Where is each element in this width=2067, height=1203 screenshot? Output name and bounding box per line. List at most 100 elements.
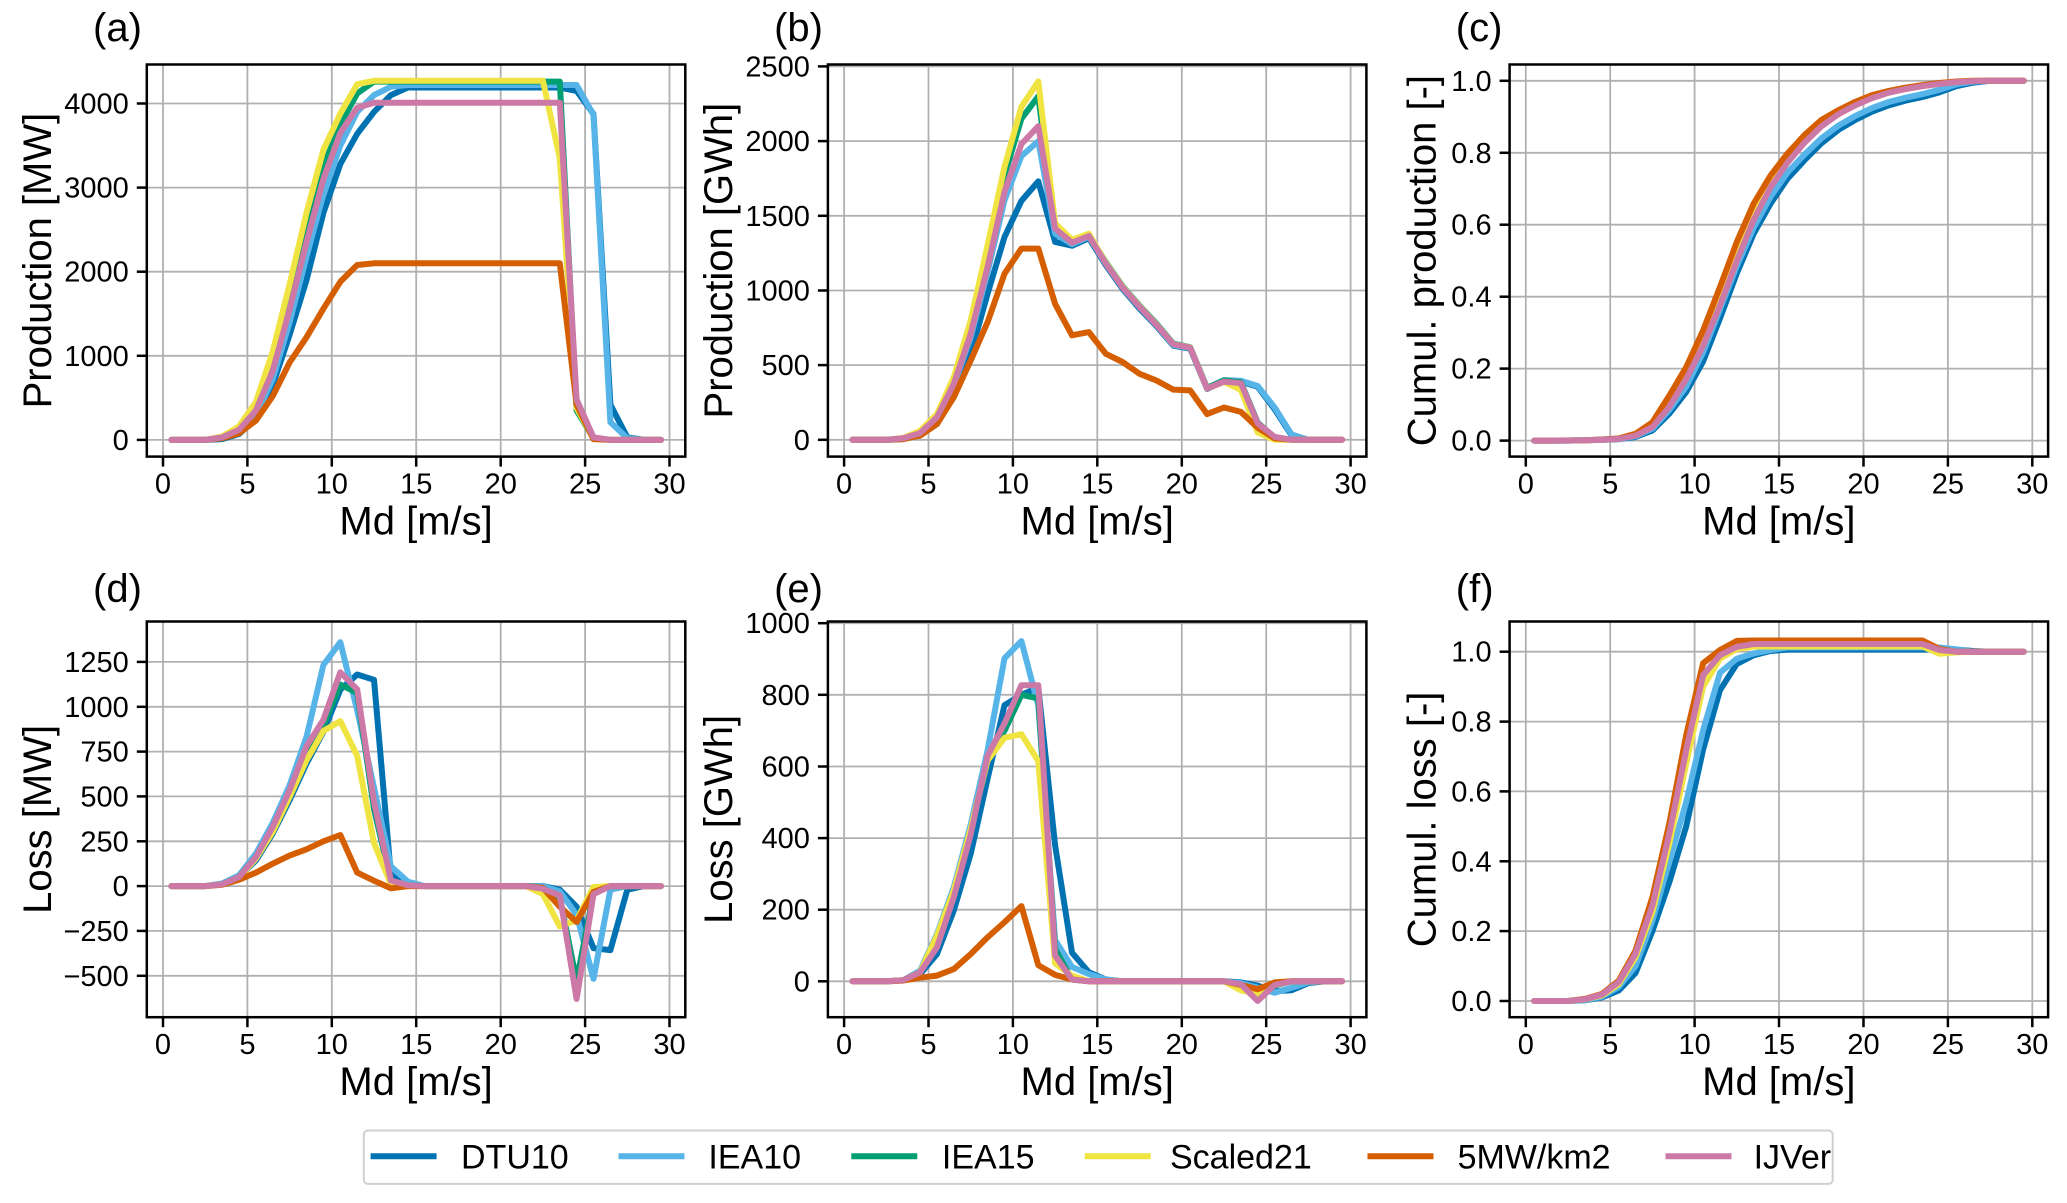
svg-text:15: 15 [1081,469,1113,501]
svg-text:20: 20 [1166,1029,1198,1061]
svg-text:20: 20 [1166,469,1198,501]
svg-text:2000: 2000 [745,126,810,158]
svg-text:3000: 3000 [64,173,129,205]
svg-text:25: 25 [1932,1029,1964,1061]
svg-text:0.2: 0.2 [1451,916,1491,948]
svg-text:15: 15 [400,469,432,501]
svg-text:0.8: 0.8 [1451,707,1491,739]
svg-text:25: 25 [569,1029,601,1061]
svg-text:750: 750 [80,737,128,769]
svg-text:Md [m/s]: Md [m/s] [1702,1060,1855,1104]
svg-text:0.6: 0.6 [1451,776,1491,808]
svg-text:1.0: 1.0 [1451,66,1491,98]
svg-text:2000: 2000 [64,257,129,289]
svg-text:Md [m/s]: Md [m/s] [1021,1060,1174,1104]
svg-text:0: 0 [113,425,129,457]
svg-text:Md [m/s]: Md [m/s] [339,500,492,544]
svg-text:10: 10 [1678,469,1710,501]
svg-text:30: 30 [653,469,685,501]
svg-text:1000: 1000 [64,341,129,373]
svg-text:Md [m/s]: Md [m/s] [339,1060,492,1104]
svg-text:1000: 1000 [745,276,810,308]
svg-text:800: 800 [762,680,810,712]
svg-text:0: 0 [155,1029,171,1061]
svg-text:15: 15 [1763,469,1795,501]
svg-text:1000: 1000 [745,608,810,640]
svg-text:1250: 1250 [64,647,129,679]
svg-text:Md [m/s]: Md [m/s] [1021,500,1174,544]
svg-text:10: 10 [1678,1029,1710,1061]
svg-text:5: 5 [239,469,255,501]
svg-text:−500: −500 [63,961,128,993]
svg-text:0.0: 0.0 [1451,426,1491,458]
svg-text:0: 0 [155,469,171,501]
svg-text:10: 10 [997,1029,1029,1061]
svg-text:IEA15: IEA15 [942,1138,1035,1176]
svg-text:20: 20 [485,469,517,501]
svg-text:5: 5 [239,1029,255,1061]
svg-text:2500: 2500 [745,51,810,83]
svg-text:20: 20 [1847,469,1879,501]
svg-text:500: 500 [762,350,810,382]
svg-text:10: 10 [316,1029,348,1061]
svg-text:5: 5 [1602,469,1618,501]
svg-text:25: 25 [1932,469,1964,501]
svg-text:Md [m/s]: Md [m/s] [1702,500,1855,544]
svg-text:30: 30 [1334,1029,1366,1061]
svg-text:20: 20 [485,1029,517,1061]
svg-text:0: 0 [836,1029,852,1061]
svg-text:0: 0 [113,871,129,903]
svg-text:400: 400 [762,823,810,855]
svg-text:Cumul. loss [-]: Cumul. loss [-] [1401,692,1445,948]
svg-text:0: 0 [794,425,810,457]
svg-text:30: 30 [1334,469,1366,501]
svg-text:0.4: 0.4 [1451,846,1491,878]
svg-text:25: 25 [1250,1029,1282,1061]
svg-text:(f): (f) [1456,567,1494,611]
svg-text:0: 0 [836,469,852,501]
svg-text:0.2: 0.2 [1451,354,1491,386]
svg-text:20: 20 [1847,1029,1879,1061]
svg-text:30: 30 [2016,1029,2048,1061]
svg-text:25: 25 [569,469,601,501]
svg-text:5: 5 [920,1029,936,1061]
svg-text:1000: 1000 [64,692,129,724]
svg-text:0: 0 [1518,469,1534,501]
svg-text:Loss [GWh]: Loss [GWh] [697,715,741,924]
svg-text:Production [MW]: Production [MW] [16,113,60,409]
svg-text:30: 30 [653,1029,685,1061]
svg-text:600: 600 [762,752,810,784]
svg-text:Loss [MW]: Loss [MW] [16,725,60,914]
svg-text:(c): (c) [1456,6,1503,50]
svg-text:0: 0 [794,966,810,998]
svg-text:15: 15 [400,1029,432,1061]
svg-text:500: 500 [80,781,128,813]
svg-text:15: 15 [1763,1029,1795,1061]
svg-text:IJVer: IJVer [1754,1138,1831,1176]
svg-text:Cumul. production [-]: Cumul. production [-] [1401,75,1445,446]
svg-text:10: 10 [997,469,1029,501]
svg-text:(b): (b) [774,6,823,50]
svg-text:15: 15 [1081,1029,1113,1061]
svg-text:−250: −250 [63,916,128,948]
svg-text:5MW/km2: 5MW/km2 [1458,1138,1611,1176]
svg-text:4000: 4000 [64,89,129,121]
svg-text:0.4: 0.4 [1451,282,1491,314]
svg-text:5: 5 [920,469,936,501]
svg-text:0.6: 0.6 [1451,210,1491,242]
svg-text:250: 250 [80,826,128,858]
svg-text:0.0: 0.0 [1451,986,1491,1018]
svg-text:5: 5 [1602,1029,1618,1061]
svg-text:200: 200 [762,895,810,927]
svg-text:10: 10 [316,469,348,501]
svg-text:1500: 1500 [745,201,810,233]
svg-text:(d): (d) [93,567,142,611]
svg-text:30: 30 [2016,469,2048,501]
svg-text:Scaled21: Scaled21 [1170,1138,1312,1176]
svg-text:Production [GWh]: Production [GWh] [697,103,741,419]
svg-text:(a): (a) [93,6,142,50]
svg-text:IEA10: IEA10 [708,1138,801,1176]
svg-text:DTU10: DTU10 [461,1138,569,1176]
svg-text:0.8: 0.8 [1451,138,1491,170]
svg-text:25: 25 [1250,469,1282,501]
